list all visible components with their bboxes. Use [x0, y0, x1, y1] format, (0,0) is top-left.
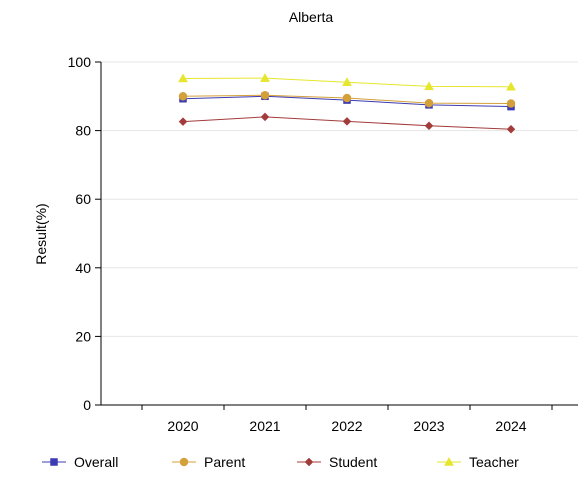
x-tick-label: 2022: [331, 418, 362, 434]
legend-item-overall: Overall: [42, 454, 118, 470]
data-point-student: [424, 121, 434, 131]
chart-title: Alberta: [289, 9, 334, 25]
series-parent: [178, 91, 516, 108]
x-tick-label: 2024: [495, 418, 526, 434]
y-tick-label: 100: [68, 54, 92, 70]
data-point-student: [178, 117, 188, 127]
legend-label: Teacher: [469, 454, 519, 470]
x-tick-label: 2020: [167, 418, 198, 434]
legend-marker: [304, 457, 314, 467]
legend-marker: [444, 456, 454, 466]
legend-label: Parent: [204, 454, 245, 470]
series-layer: [178, 73, 516, 134]
legend-item-teacher: Teacher: [437, 454, 519, 470]
legend-marker: [179, 457, 189, 467]
x-tick-label: 2023: [413, 418, 444, 434]
data-point-student: [260, 112, 270, 122]
axes: 0 20 40 60 80 100 2020 2021 2022 2023 2024: [68, 54, 578, 434]
data-point-teacher: [424, 81, 434, 91]
legend-label: Overall: [74, 454, 118, 470]
y-tick-label: 80: [75, 123, 91, 139]
data-point-teacher: [342, 77, 352, 86]
grid: [101, 61, 578, 337]
data-point-parent: [178, 92, 188, 101]
legend: Overall Parent Student Teacher: [42, 454, 519, 470]
data-point-parent: [506, 99, 516, 108]
y-tick-label: 40: [75, 260, 91, 276]
data-point-teacher: [506, 81, 516, 91]
data-point-student: [506, 124, 516, 134]
data-point-parent: [260, 91, 270, 100]
data-point-parent: [424, 98, 434, 108]
y-tick-label: 20: [75, 328, 91, 344]
y-axis-title: Result(%): [33, 203, 49, 264]
data-point-teacher: [178, 73, 188, 83]
y-tick-label: 60: [75, 191, 91, 207]
legend-label: Student: [329, 454, 377, 470]
legend-item-parent: Parent: [172, 454, 245, 470]
data-point-parent: [342, 93, 352, 103]
series-teacher: [178, 73, 516, 91]
data-point-student: [342, 116, 352, 126]
series-student: [178, 112, 516, 134]
x-tick-label: 2021: [249, 418, 280, 434]
legend-marker: [50, 458, 58, 466]
legend-item-student: Student: [297, 454, 377, 470]
data-point-teacher: [260, 73, 270, 82]
y-tick-label: 0: [83, 397, 91, 413]
